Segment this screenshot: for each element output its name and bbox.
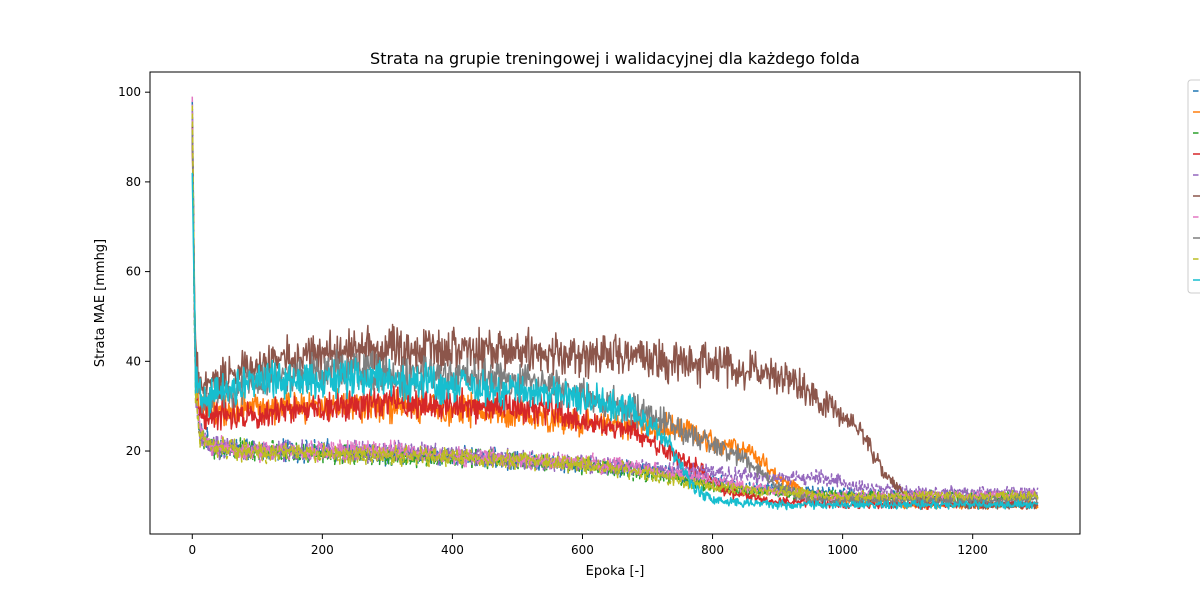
series-layer xyxy=(191,96,1039,511)
x-tick-label: 0 xyxy=(188,543,196,557)
y-tick-label: 20 xyxy=(126,444,141,458)
y-tick-label: 80 xyxy=(126,175,141,189)
series-line-5 xyxy=(191,110,1039,499)
y-tick-label: 100 xyxy=(118,85,141,99)
plot-frame xyxy=(149,71,1081,535)
series-line-10 xyxy=(191,172,1039,511)
y-tick-label: 60 xyxy=(126,265,141,279)
x-tick-label: 800 xyxy=(701,543,724,557)
x-tick-label: 200 xyxy=(311,543,334,557)
legend xyxy=(1187,79,1200,294)
y-tick-label: 40 xyxy=(126,354,141,368)
x-tick-label: 400 xyxy=(441,543,464,557)
x-tick-label: 1200 xyxy=(957,543,988,557)
series-line-9 xyxy=(191,105,1039,503)
x-axis-label: Epoka [-] xyxy=(586,564,645,579)
chart-title: Strata na grupie treningowej i walidacyj… xyxy=(370,49,860,68)
series-line-4 xyxy=(191,137,1039,511)
series-line-7 xyxy=(191,96,1039,503)
x-tick-label: 1000 xyxy=(827,543,858,557)
x-tick-label: 600 xyxy=(571,543,594,557)
x-axis-ticks: 0 200 400 600 800 1000 1200 xyxy=(188,534,988,557)
y-axis-ticks: 20 40 60 80 100 xyxy=(118,85,150,458)
y-axis-label: Strata MAE [mmhg] xyxy=(93,239,108,367)
series-line-6 xyxy=(191,123,1039,510)
